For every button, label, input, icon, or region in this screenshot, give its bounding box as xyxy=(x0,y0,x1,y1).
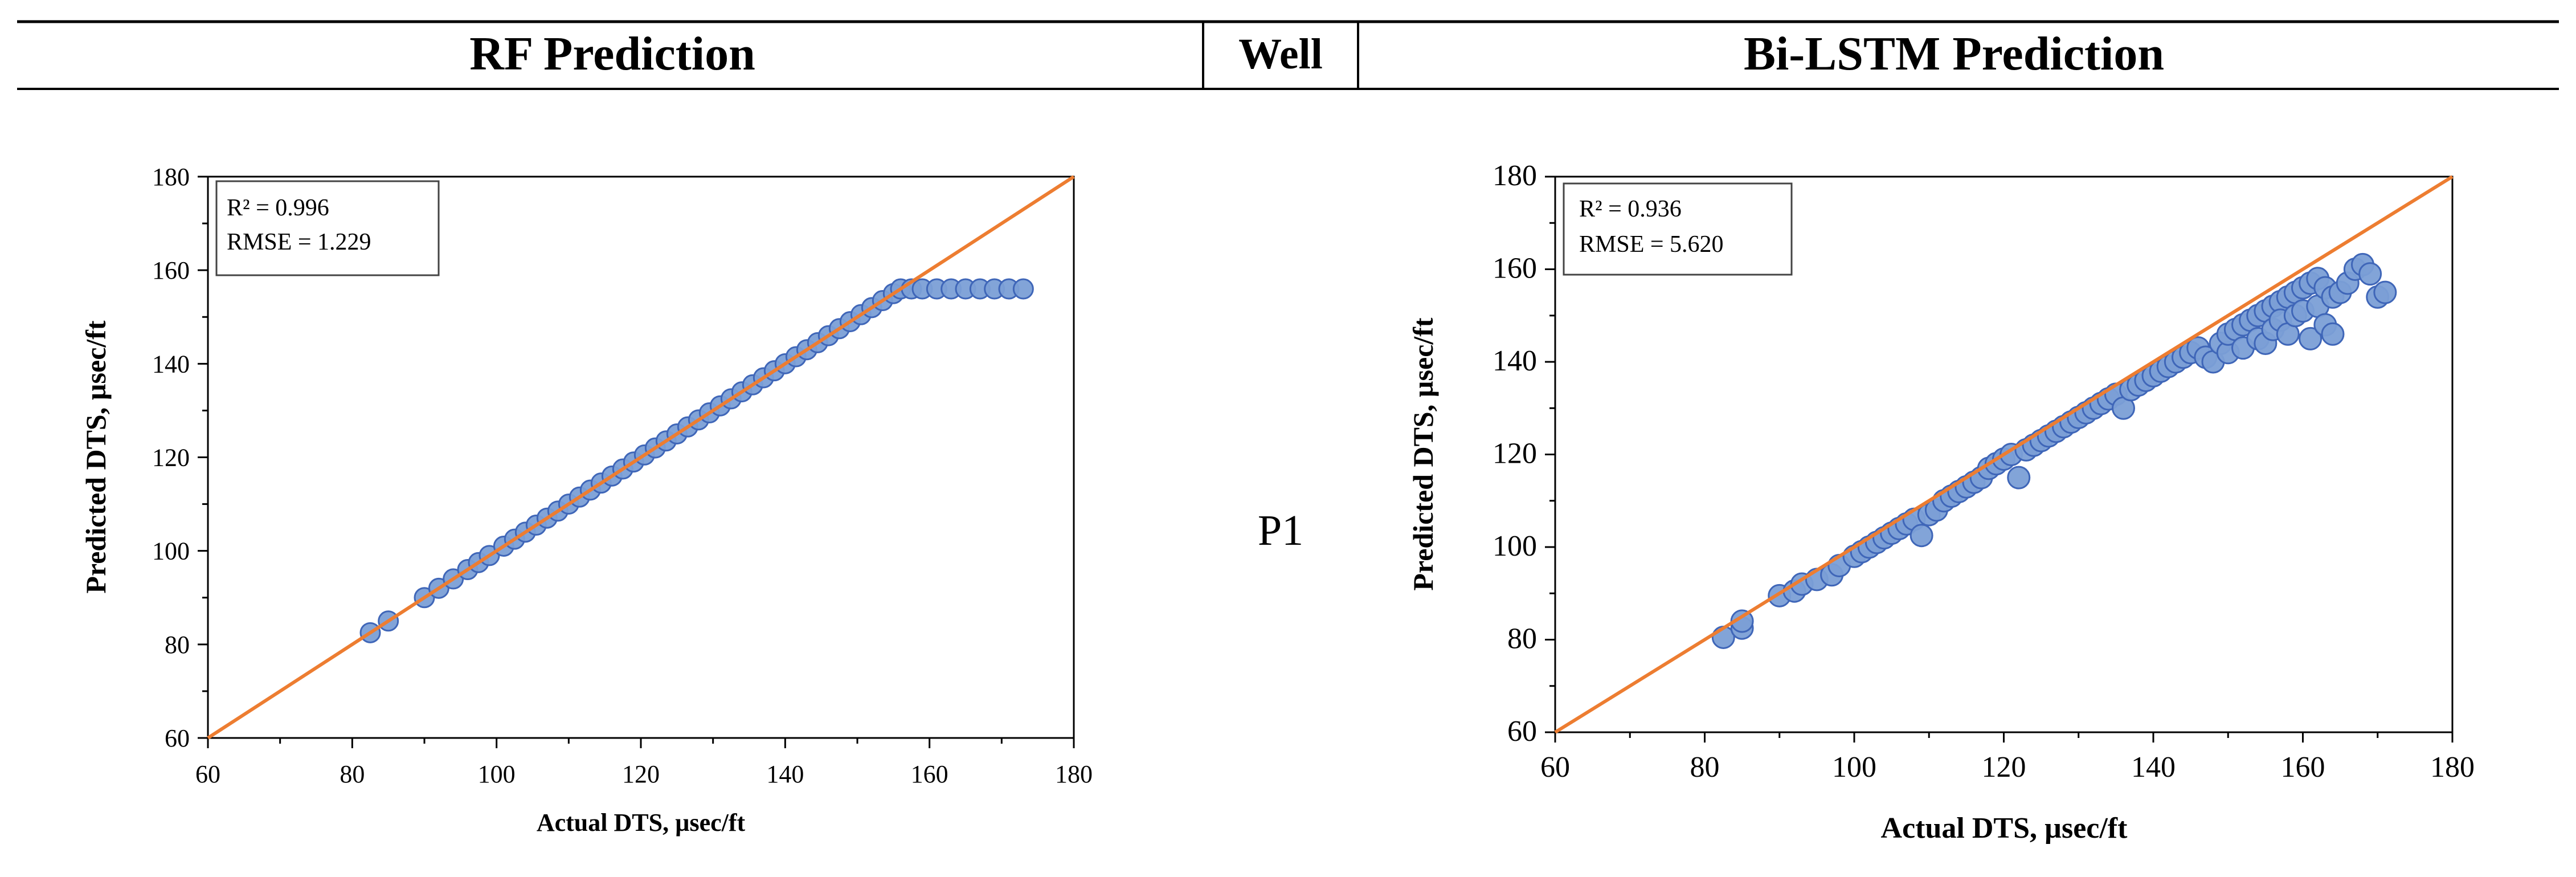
rf-data-point xyxy=(1012,278,1034,300)
rf-rmse-label: RMSE = 1.229 xyxy=(227,229,371,255)
header-table: RF Prediction Well Bi-LSTM Prediction xyxy=(17,20,2559,90)
rf-y-axis-label: Predicted DTS, µsec/ft xyxy=(80,320,112,594)
rf-x-tick-label: 60 xyxy=(195,760,220,788)
bilstm-data-point xyxy=(2007,466,2031,490)
rf-x-tick-label: 100 xyxy=(478,760,516,788)
bilstm-x-tick-label: 100 xyxy=(1832,751,1876,784)
bilstm-points xyxy=(1711,252,2397,649)
bilstm-data-point xyxy=(1909,524,1933,548)
bilstm-x-axis-label: Actual DTS, µsec/ft xyxy=(1881,812,2128,845)
bilstm-scatter-chart: 60 80 100 120 140 160 180 60 80 100 120 140 160 180 R… xyxy=(1407,160,2475,845)
bilstm-x-tick-label: 120 xyxy=(1982,751,2026,784)
rf-y-tick-label: 120 xyxy=(152,444,190,472)
bilstm-reference-line xyxy=(1554,175,2454,734)
bilstm-y-axis-label: Predicted DTS, µsec/ft xyxy=(1407,317,1439,591)
rf-y-tick-label: 100 xyxy=(152,537,190,565)
bilstm-data-point xyxy=(2358,262,2382,286)
bilstm-data-point xyxy=(2373,280,2397,304)
rf-scatter-chart: 60 80 100 120 140 160 180 60 80 100 120 140 160 180 R… xyxy=(80,163,1093,837)
bilstm-rmse-label: RMSE = 5.620 xyxy=(1579,231,1724,258)
bilstm-axes: 60 80 100 120 140 160 180 60 80 100 120 140 160 180 xyxy=(1493,160,2475,784)
rf-r2-label: R² = 0.996 xyxy=(227,195,329,221)
bilstm-stats-frame xyxy=(1563,182,1793,276)
bilstm-data-point xyxy=(1730,609,1754,633)
bilstm-r2-label: R² = 0.936 xyxy=(1579,196,1682,222)
bilstm-y-tick-label: 60 xyxy=(1507,715,1537,748)
bilstm-y-tick-label: 100 xyxy=(1493,530,1537,562)
rf-y-tick-label: 60 xyxy=(165,724,190,752)
rf-reference-line xyxy=(207,175,1075,740)
rf-x-tick-label: 160 xyxy=(911,760,948,788)
bilstm-x-tick-label: 140 xyxy=(2131,751,2176,784)
bilstm-y-tick-label: 140 xyxy=(1493,345,1537,377)
rf-x-tick-label: 80 xyxy=(340,760,365,788)
header-rf-title: RF Prediction xyxy=(469,27,755,80)
bilstm-y-tick-label: 120 xyxy=(1493,438,1537,470)
bilstm-x-tick-label: 180 xyxy=(2430,751,2475,784)
rf-x-tick-label: 120 xyxy=(622,760,660,788)
bilstm-y-tick-label: 180 xyxy=(1493,160,1537,192)
bilstm-x-tick-label: 160 xyxy=(2281,751,2325,784)
bilstm-x-tick-label: 60 xyxy=(1540,751,1570,784)
rf-stats-frame xyxy=(215,180,440,276)
bilstm-x-tick-label: 80 xyxy=(1690,751,1720,784)
bilstm-y-tick-label: 160 xyxy=(1493,252,1537,285)
rf-y-tick-label: 140 xyxy=(152,350,190,378)
rf-x-tick-label: 180 xyxy=(1055,760,1093,788)
header-well-title: Well xyxy=(1238,30,1323,78)
bilstm-stats-box: R² = 0.936 RMSE = 5.620 xyxy=(1563,182,1793,276)
rf-axes: 60 80 100 120 140 160 180 60 80 100 120 140 160 180 xyxy=(152,163,1093,788)
rf-y-tick-label: 180 xyxy=(152,163,190,191)
rf-y-tick-label: 160 xyxy=(152,256,190,284)
rf-points xyxy=(359,278,1034,643)
rf-x-axis-label: Actual DTS, µsec/ft xyxy=(537,809,746,837)
header-bilstm-title: Bi-LSTM Prediction xyxy=(1744,27,2164,80)
bilstm-data-point xyxy=(2321,322,2345,346)
rf-x-tick-label: 140 xyxy=(766,760,804,788)
rf-stats-box: R² = 0.996 RMSE = 1.229 xyxy=(215,180,440,276)
bilstm-data-point xyxy=(2299,327,2323,350)
rf-y-tick-label: 80 xyxy=(165,631,190,659)
bilstm-y-tick-label: 80 xyxy=(1507,623,1537,655)
well-label: P1 xyxy=(1258,507,1303,554)
